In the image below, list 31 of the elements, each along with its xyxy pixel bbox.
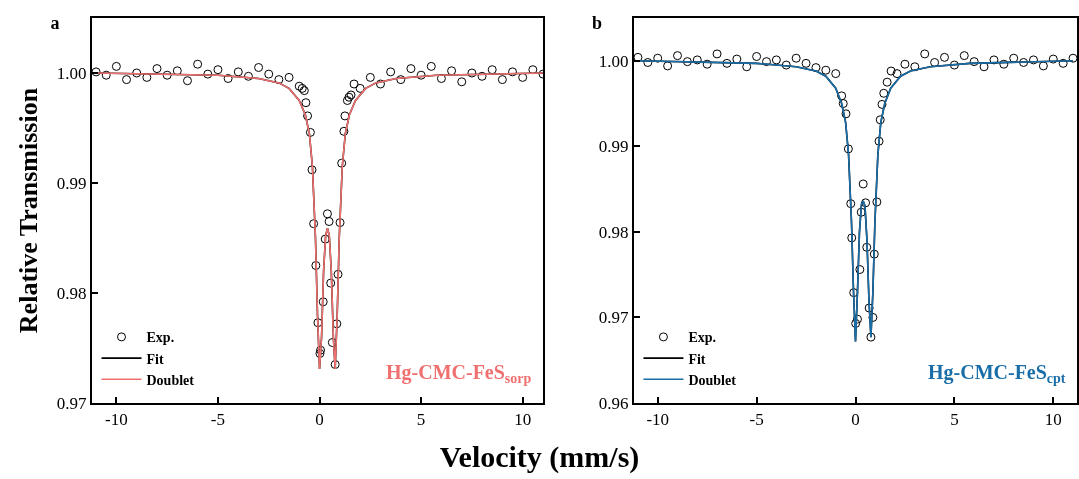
y-tick-label: 0.97 xyxy=(56,393,88,413)
y-tick-label: 1.00 xyxy=(598,51,629,71)
y-tick-label: 0.99 xyxy=(598,137,629,157)
x-tick-label: -10 xyxy=(105,410,128,430)
x-axis-title: Velocity (mm/s) xyxy=(438,440,641,474)
x-tick-label: 0 xyxy=(851,410,860,430)
annotation: Hg-CMC-FeS$_{sorp}$ xyxy=(386,361,532,387)
annotation: Hg-CMC-FeS$_{cpt}$ xyxy=(928,361,1066,387)
y-axis-title: Relative Transmission xyxy=(13,87,43,334)
x-tick-label: 10 xyxy=(514,410,532,430)
y-tick-label: 0.98 xyxy=(598,222,629,242)
x-tick-label: 10 xyxy=(1044,410,1062,430)
y-tick-label: 0.99 xyxy=(56,173,87,193)
x-tick-label: 0 xyxy=(315,410,324,430)
x-tick-label: 5 xyxy=(416,410,426,430)
x-tick-label: -5 xyxy=(210,410,226,430)
legend-label: Fit xyxy=(146,351,164,367)
legend-label: Exp. xyxy=(146,330,175,346)
y-tick-label: 0.97 xyxy=(598,308,630,328)
legend-label: Exp. xyxy=(688,330,717,346)
chart-title: a xyxy=(50,12,60,33)
chart-title: b xyxy=(591,12,603,33)
y-tick-label: 1.00 xyxy=(56,63,87,83)
legend-label: Fit xyxy=(688,351,706,367)
legend-label: Doublet xyxy=(688,372,737,388)
y-tick-label: 0.98 xyxy=(56,283,87,303)
y-tick-label: 0.96 xyxy=(598,393,629,413)
x-tick-label: -10 xyxy=(646,410,670,430)
x-tick-label: -5 xyxy=(749,410,764,430)
legend-label: Doublet xyxy=(146,372,195,388)
x-tick-label: 5 xyxy=(950,410,959,430)
